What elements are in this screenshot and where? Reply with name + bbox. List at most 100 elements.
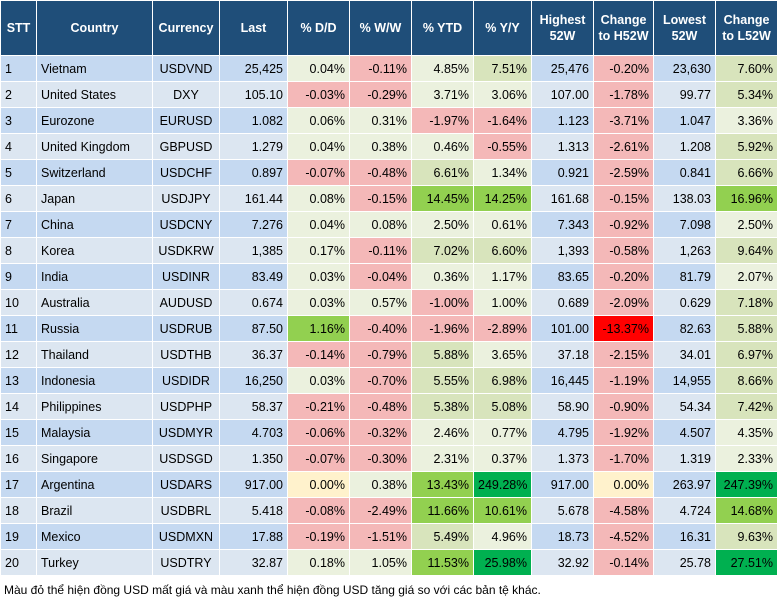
table-cell: -0.20% (593, 55, 654, 82)
table-cell: AUDUSD (152, 289, 220, 316)
table-row: 16 Singapore USDSGD 1.350 -0.07% -0.30% 2.31% 0… (0, 445, 777, 472)
table-cell: 0.03% (287, 263, 350, 290)
table-cell: 101.00 (531, 315, 594, 342)
table-cell: 4.35% (715, 419, 777, 446)
table-cell: Philippines (36, 393, 153, 420)
table-cell: -0.11% (349, 237, 412, 264)
table-cell: 0.18% (287, 549, 350, 576)
table-cell: USDTHB (152, 341, 220, 368)
table-cell: 25,425 (219, 55, 288, 82)
table-cell: 1.279 (219, 133, 288, 160)
table-cell: 1 (0, 55, 37, 82)
table-cell: 25.78 (653, 549, 716, 576)
table-cell: -0.07% (287, 159, 350, 186)
table-cell: 18 (0, 497, 37, 524)
table-cell: 0.897 (219, 159, 288, 186)
column-header: % YTD (411, 0, 474, 56)
table-cell: USDINR (152, 263, 220, 290)
table-cell: 13 (0, 367, 37, 394)
table-cell: 1,393 (531, 237, 594, 264)
table-cell: 5.49% (411, 523, 474, 550)
table-cell: -0.19% (287, 523, 350, 550)
table-cell: 0.37% (473, 445, 532, 472)
table-cell: 0.31% (349, 107, 412, 134)
table-cell: Eurozone (36, 107, 153, 134)
table-cell: 1,385 (219, 237, 288, 264)
table-cell: 0.04% (287, 133, 350, 160)
table-cell: -0.20% (593, 263, 654, 290)
table-cell: Brazil (36, 497, 153, 524)
table-cell: 16 (0, 445, 37, 472)
table-cell: 0.08% (287, 185, 350, 212)
table-cell: 5 (0, 159, 37, 186)
table-cell: -0.79% (349, 341, 412, 368)
table-cell: Switzerland (36, 159, 153, 186)
table-cell: 0.629 (653, 289, 716, 316)
table-cell: 7.02% (411, 237, 474, 264)
table-cell: USDCHF (152, 159, 220, 186)
table-cell: 107.00 (531, 81, 594, 108)
table-cell: -2.89% (473, 315, 532, 342)
table-row: 17 Argentina USDARS 917.00 0.00% 0.38% 13.43% 2… (0, 471, 777, 498)
table-cell: -0.15% (349, 185, 412, 212)
table-cell: -2.49% (349, 497, 412, 524)
table-cell: 58.90 (531, 393, 594, 420)
table-cell: 19 (0, 523, 37, 550)
table-cell: USDBRL (152, 497, 220, 524)
table-cell: Japan (36, 185, 153, 212)
table-cell: 4 (0, 133, 37, 160)
table-cell: 0.921 (531, 159, 594, 186)
table-cell: -0.07% (287, 445, 350, 472)
table-cell: 0.841 (653, 159, 716, 186)
table-row: 3 Eurozone EURUSD 1.082 0.06% 0.31% -1.97% -1.6… (0, 107, 777, 134)
table-cell: -0.48% (349, 159, 412, 186)
table-cell: 0.36% (411, 263, 474, 290)
table-cell: 9.63% (715, 523, 777, 550)
table-cell: 18.73 (531, 523, 594, 550)
table-cell: 83.49 (219, 263, 288, 290)
table-cell: 0.06% (287, 107, 350, 134)
table-cell: 9 (0, 263, 37, 290)
table-cell: -0.29% (349, 81, 412, 108)
table-cell: 7.343 (531, 211, 594, 238)
table-cell: Thailand (36, 341, 153, 368)
table-cell: -2.09% (593, 289, 654, 316)
table-cell: 5.88% (715, 315, 777, 342)
table-cell: 4.795 (531, 419, 594, 446)
table-cell: 3.06% (473, 81, 532, 108)
table-cell: -0.14% (593, 549, 654, 576)
table-cell: 32.87 (219, 549, 288, 576)
table-cell: -1.97% (411, 107, 474, 134)
table-cell: 10.61% (473, 497, 532, 524)
table-row: 6 Japan USDJPY 161.44 0.08% -0.15% 14.45% 14.25… (0, 185, 777, 212)
table-cell: Russia (36, 315, 153, 342)
table-cell: 5.88% (411, 341, 474, 368)
table-cell: United Kingdom (36, 133, 153, 160)
table-cell: -0.40% (349, 315, 412, 342)
table-cell: 20 (0, 549, 37, 576)
table-row: 4 United Kingdom GBPUSD 1.279 0.04% 0.38% 0.46… (0, 133, 777, 160)
table-cell: 0.46% (411, 133, 474, 160)
table-cell: USDRUB (152, 315, 220, 342)
table-cell: USDMXN (152, 523, 220, 550)
table-cell: USDPHP (152, 393, 220, 420)
table-cell: -0.48% (349, 393, 412, 420)
table-cell: 105.10 (219, 81, 288, 108)
table-row: 2 United States DXY 105.10 -0.03% -0.29% 3.71%… (0, 81, 777, 108)
table-cell: 11.66% (411, 497, 474, 524)
table-cell: USDMYR (152, 419, 220, 446)
table-cell: USDJPY (152, 185, 220, 212)
table-cell: 17 (0, 471, 37, 498)
table-cell: 7.18% (715, 289, 777, 316)
table-cell: 14.45% (411, 185, 474, 212)
table-cell: -2.61% (593, 133, 654, 160)
header-row: STT Country Currency Last% D/D% W/W% YTD% Y… (0, 0, 777, 56)
table-cell: 12 (0, 341, 37, 368)
table-cell: 2 (0, 81, 37, 108)
table-cell: -0.90% (593, 393, 654, 420)
table-cell: -1.92% (593, 419, 654, 446)
table-cell: 0.00% (593, 471, 654, 498)
table-cell: -0.11% (349, 55, 412, 82)
table-cell: 1.05% (349, 549, 412, 576)
table-cell: 4.85% (411, 55, 474, 82)
